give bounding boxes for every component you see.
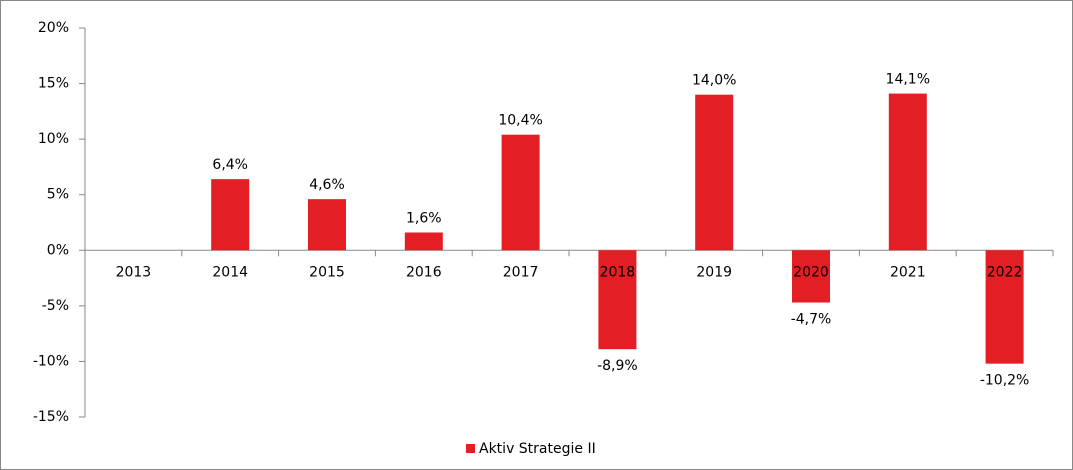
data-label: 14,0% <box>692 73 736 89</box>
x-tick-label: 2021 <box>890 264 926 280</box>
data-label: 4,6% <box>309 177 345 193</box>
bar <box>695 94 734 251</box>
bar <box>404 232 443 251</box>
x-tick-label: 2016 <box>406 264 442 280</box>
x-tick-label: 2017 <box>503 264 539 280</box>
bar <box>598 250 637 350</box>
bar <box>308 199 346 251</box>
y-tick-label: 0% <box>47 242 69 258</box>
data-label: -8,9% <box>597 358 638 374</box>
bar <box>792 250 830 303</box>
bar <box>985 250 1024 364</box>
x-tick-label: 2018 <box>600 264 636 280</box>
data-label: 1,6% <box>406 211 442 227</box>
y-tick-label: 15% <box>38 76 69 92</box>
y-tick-label: -10% <box>33 353 69 369</box>
data-label: 10,4% <box>498 113 542 129</box>
y-tick-label: -5% <box>42 298 69 314</box>
x-tick-label: 2015 <box>309 264 345 280</box>
x-tick-label: 2019 <box>696 264 732 280</box>
x-tick-label: 2020 <box>793 264 829 280</box>
bar <box>211 179 250 251</box>
y-tick-label: 5% <box>47 187 69 203</box>
data-label: -4,7% <box>791 312 832 328</box>
data-label: 14,1% <box>886 72 930 88</box>
y-tick-label: 10% <box>38 131 69 147</box>
bar <box>888 93 927 251</box>
data-label: -10,2% <box>980 373 1030 389</box>
legend-label: Aktiv Strategie II <box>479 441 596 457</box>
bar <box>501 134 540 251</box>
y-tick-label: 20% <box>38 20 69 36</box>
x-tick-label: 2014 <box>212 264 248 280</box>
x-tick-label: 2022 <box>987 264 1023 280</box>
y-tick-label: -15% <box>33 409 69 425</box>
legend-swatch <box>466 444 475 453</box>
data-label: 6,4% <box>212 157 248 173</box>
x-tick-label: 2013 <box>116 264 152 280</box>
